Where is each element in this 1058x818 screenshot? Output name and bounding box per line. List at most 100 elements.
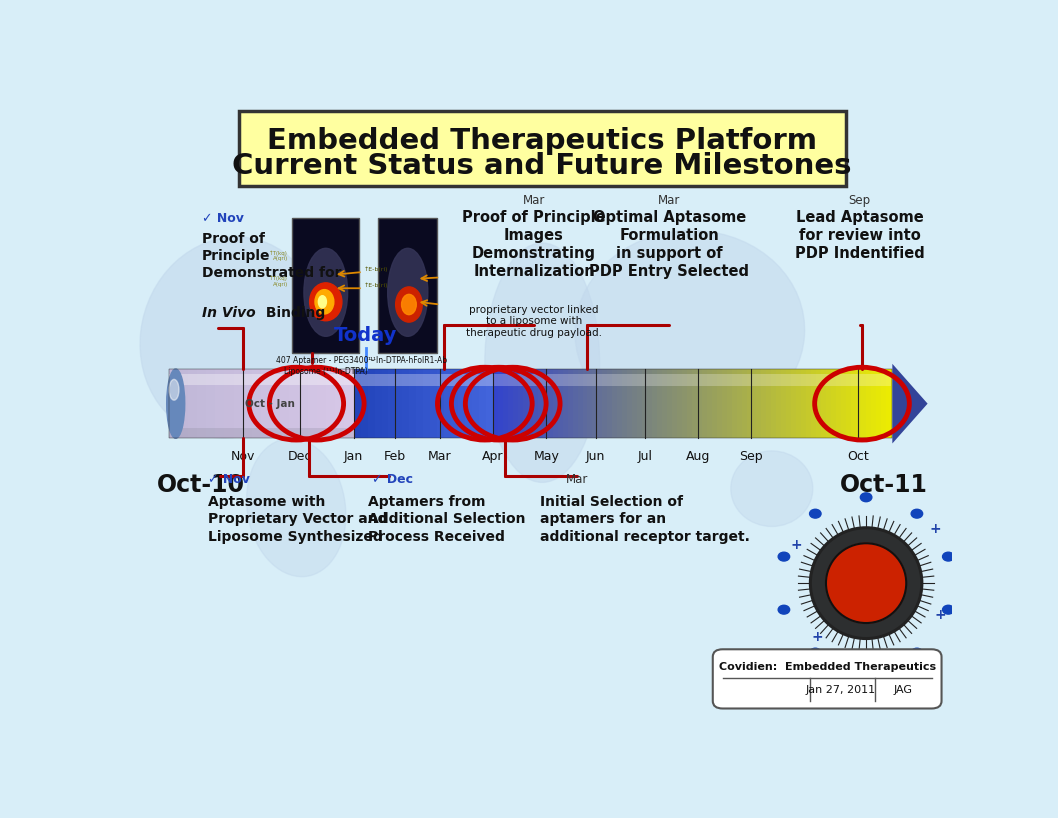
Text: Lead Aptasome
for review into
PDP Indentified: Lead Aptasome for review into PDP Indent… <box>795 210 925 261</box>
Bar <box>279 369 290 438</box>
Bar <box>375 369 382 438</box>
Circle shape <box>809 648 821 657</box>
Bar <box>543 369 549 438</box>
Circle shape <box>943 605 954 614</box>
Bar <box>607 369 614 438</box>
Ellipse shape <box>485 243 600 483</box>
Bar <box>292 218 360 353</box>
Text: Mar: Mar <box>565 473 588 486</box>
Text: 407 Aptamer - PEG3400 –
Liposome (¹¹¹In-DTPA): 407 Aptamer - PEG3400 – Liposome (¹¹¹In-… <box>276 357 376 375</box>
Bar <box>472 369 480 438</box>
Text: ✓ Nov: ✓ Nov <box>207 473 250 486</box>
Bar <box>602 369 609 438</box>
Bar <box>335 369 345 438</box>
Bar <box>592 369 599 438</box>
Bar <box>732 369 738 438</box>
Bar <box>308 369 317 438</box>
Ellipse shape <box>247 438 346 577</box>
Bar <box>252 369 262 438</box>
Bar <box>243 369 253 438</box>
Bar <box>836 369 842 438</box>
Circle shape <box>943 552 954 561</box>
Bar <box>169 369 892 438</box>
Bar <box>197 369 207 438</box>
Bar <box>682 369 689 438</box>
Bar <box>777 369 783 438</box>
Text: ↑T(kq)
A(qri): ↑T(kq) A(qri) <box>269 276 288 287</box>
Bar <box>756 369 763 438</box>
Text: Proof of
Principle
Demonstrated for: Proof of Principle Demonstrated for <box>202 231 342 281</box>
Bar <box>816 369 823 438</box>
Ellipse shape <box>731 451 813 527</box>
Text: Sep: Sep <box>849 194 871 207</box>
Bar <box>548 369 554 438</box>
Bar <box>871 369 877 438</box>
Bar <box>861 369 868 438</box>
Text: Binding: Binding <box>261 306 325 320</box>
Bar <box>552 369 560 438</box>
Bar <box>326 369 336 438</box>
Bar <box>672 369 678 438</box>
Bar <box>572 369 579 438</box>
Bar <box>876 369 882 438</box>
Bar <box>234 369 243 438</box>
Bar <box>742 369 748 438</box>
Bar <box>537 369 545 438</box>
Bar <box>811 369 818 438</box>
Bar <box>361 369 368 438</box>
Text: Covidien:  Embedded Therapeutics: Covidien: Embedded Therapeutics <box>718 663 935 672</box>
Bar <box>856 369 862 438</box>
Text: Initial Selection of
aptamers for an
additional receptor target.: Initial Selection of aptamers for an add… <box>540 495 750 544</box>
Bar <box>298 369 308 438</box>
Bar <box>886 369 892 438</box>
Text: +: + <box>790 538 802 552</box>
Bar <box>687 369 693 438</box>
Bar <box>667 369 674 438</box>
Bar <box>786 369 792 438</box>
Bar <box>493 374 891 386</box>
Circle shape <box>779 605 789 614</box>
Bar <box>224 369 235 438</box>
Text: ✓ Nov: ✓ Nov <box>202 212 243 224</box>
Bar <box>466 369 473 438</box>
Bar <box>821 369 827 438</box>
Bar <box>451 369 459 438</box>
Bar <box>517 369 525 438</box>
Bar <box>865 369 873 438</box>
Bar <box>271 369 280 438</box>
Bar <box>647 369 654 438</box>
Bar <box>528 369 534 438</box>
Bar <box>707 369 713 438</box>
Bar <box>846 369 853 438</box>
Bar <box>169 428 353 438</box>
Text: Current Status and Future Milestones: Current Status and Future Milestones <box>233 151 852 180</box>
Bar <box>169 369 179 438</box>
Bar <box>697 369 704 438</box>
Ellipse shape <box>304 249 348 336</box>
Bar <box>409 369 417 438</box>
Circle shape <box>779 552 789 561</box>
Circle shape <box>911 510 923 518</box>
Bar <box>701 369 709 438</box>
Bar <box>458 369 466 438</box>
Ellipse shape <box>315 290 334 314</box>
Bar <box>382 369 389 438</box>
Bar <box>523 369 529 438</box>
Text: Jan 27, 2011: Jan 27, 2011 <box>806 685 876 695</box>
Bar <box>379 218 437 353</box>
Bar <box>493 369 499 438</box>
Bar <box>692 369 698 438</box>
Text: JAG: JAG <box>894 685 913 695</box>
Text: Oct-10: Oct-10 <box>157 473 244 497</box>
Bar <box>841 369 847 438</box>
Bar <box>617 369 624 438</box>
Ellipse shape <box>810 528 922 639</box>
Text: Mar: Mar <box>658 194 680 207</box>
Bar <box>633 369 639 438</box>
Bar <box>762 369 768 438</box>
Bar <box>316 369 327 438</box>
Bar <box>587 369 595 438</box>
Bar <box>367 369 376 438</box>
Bar <box>880 369 888 438</box>
Bar <box>677 369 683 438</box>
